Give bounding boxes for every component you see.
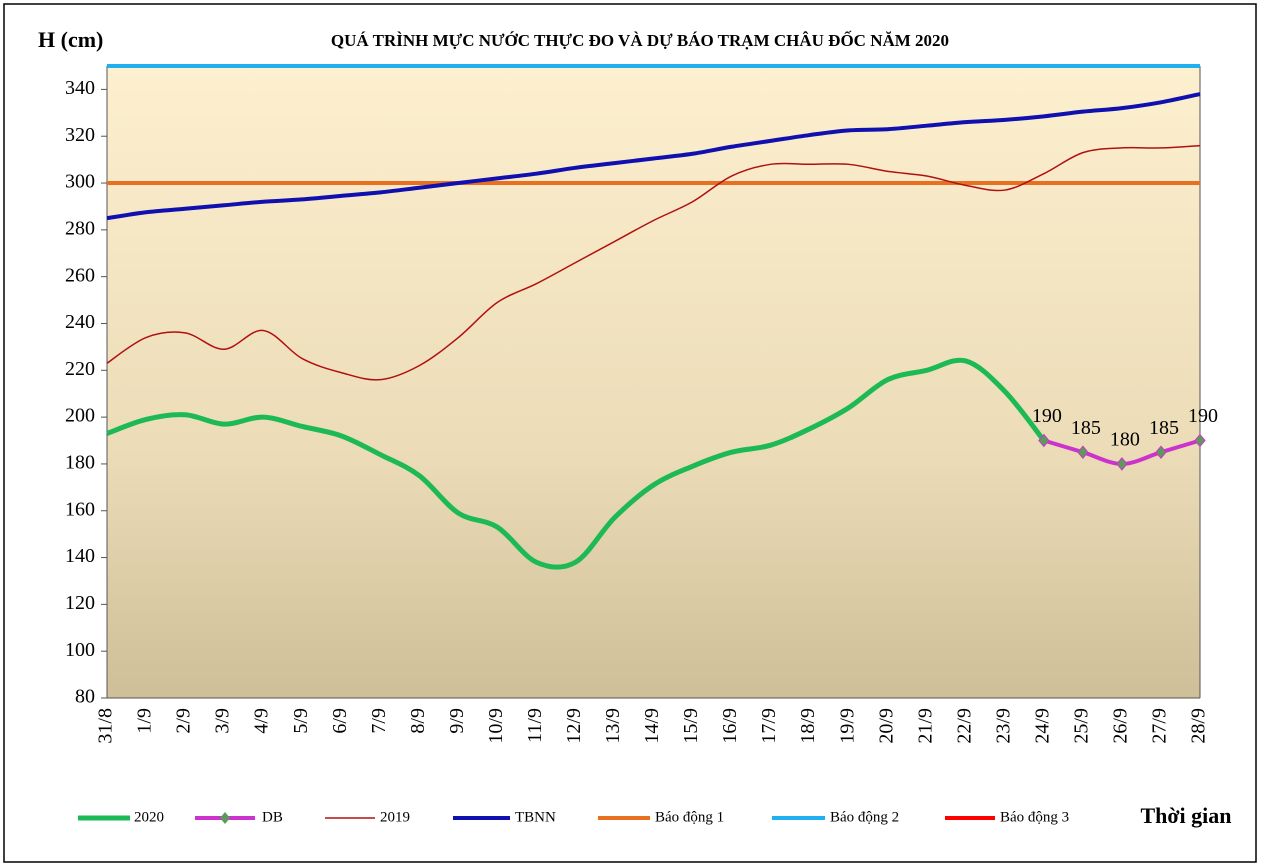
y-tick-label: 140 [65,545,95,567]
y-tick-label: 180 [65,452,95,474]
y-axis-label: H (cm) [38,27,103,52]
y-tick-label: 200 [65,405,95,427]
y-tick-label: 300 [65,171,95,193]
x-tick-label: 2/9 [173,708,195,734]
x-tick-label: 19/9 [836,708,858,744]
legend-label: Báo động 1 [655,809,724,825]
y-tick-label: 320 [65,124,95,146]
x-tick-label: 15/9 [680,708,702,744]
y-tick-label: 160 [65,498,95,520]
x-tick-label: 23/9 [992,708,1014,744]
x-tick-label: 3/9 [212,708,234,734]
x-tick-label: 11/9 [524,708,546,743]
x-tick-label: 14/9 [641,708,663,744]
marker [1077,445,1089,460]
x-tick-label: 21/9 [914,708,936,744]
x-tick-label: 31/8 [95,708,117,744]
x-tick-label: 27/9 [1149,708,1171,744]
y-tick-label: 100 [65,639,95,661]
x-axis-label: Thời gian [1140,803,1231,828]
data-label: 180 [1110,429,1140,451]
series-line [106,92,1201,221]
legend-label: 2020 [134,809,164,825]
legend-label: 2019 [380,809,410,825]
legend-label: Báo động 2 [830,809,899,825]
x-tick-label: 26/9 [1110,708,1132,744]
x-tick-label: 5/9 [290,708,312,734]
plot-area [107,66,1200,698]
x-tick-label: 6/9 [329,708,351,734]
chart-title: QUÁ TRÌNH MỰC NƯỚC THỰC ĐO VÀ DỰ BÁO TRẠ… [331,30,949,50]
series-line [106,144,1201,381]
y-tick-label: 120 [65,592,95,614]
x-tick-label: 17/9 [758,708,780,744]
legend-label: Báo động 3 [1000,809,1069,825]
data-label: 190 [1188,405,1218,427]
x-tick-label: 25/9 [1070,708,1092,744]
marker [1116,457,1128,471]
x-tick-label: 24/9 [1031,708,1053,744]
data-label: 185 [1149,417,1179,439]
legend-label: TBNN [515,809,556,825]
x-tick-label: 28/9 [1188,708,1210,744]
y-tick-label: 220 [65,358,95,380]
marker [1038,433,1050,448]
y-tick-label: 80 [75,686,95,708]
x-tick-label: 20/9 [875,708,897,744]
x-tick-label: 8/9 [407,708,429,734]
y-tick-label: 280 [65,217,95,239]
data-label: 185 [1071,417,1101,439]
data-label: 190 [1032,405,1062,427]
x-tick-label: 18/9 [797,708,819,744]
x-tick-label: 13/9 [602,708,624,744]
marker [1155,445,1167,460]
x-tick-label: 10/9 [485,708,507,744]
x-tick-label: 9/9 [446,708,468,734]
series-line [106,357,1046,570]
x-tick-label: 16/9 [719,708,741,744]
x-tick-label: 4/9 [251,708,273,734]
x-tick-label: 7/9 [368,708,390,734]
y-tick-label: 340 [65,77,95,99]
legend-marker [220,812,230,824]
x-tick-label: 12/9 [563,708,585,744]
x-tick-label: 22/9 [953,708,975,744]
marker [1194,433,1206,448]
y-tick-label: 240 [65,311,95,333]
x-tick-label: 1/9 [134,708,156,734]
legend-label: DB [262,809,283,825]
y-tick-label: 260 [65,264,95,286]
